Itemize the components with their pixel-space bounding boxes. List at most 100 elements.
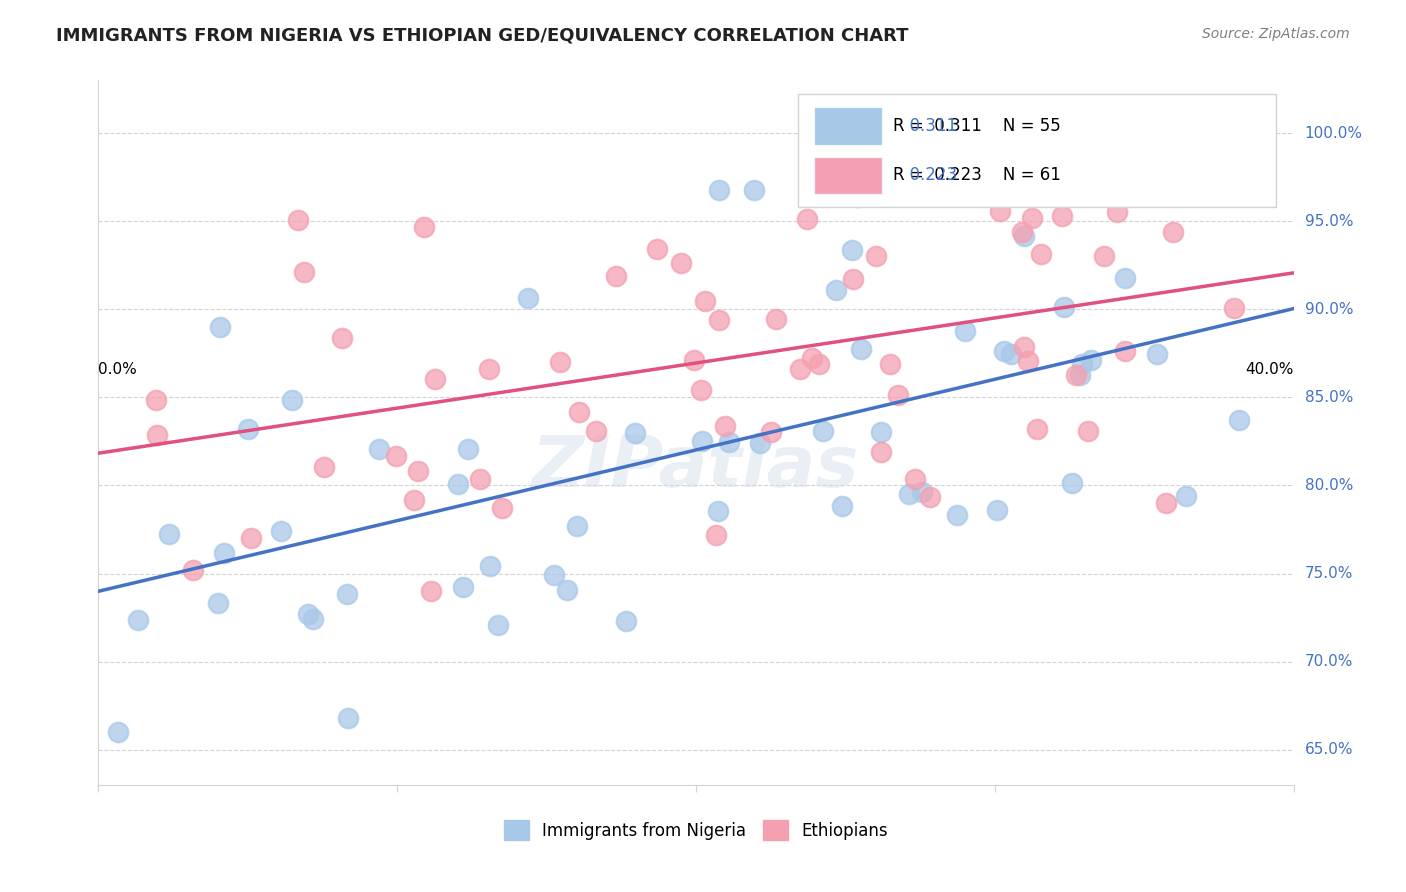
Text: R =  0.311    N = 55: R = 0.311 N = 55 [893,117,1062,135]
Point [585,425,607,439]
Point [297,607,319,622]
Point [486,618,509,632]
Point [1227,413,1250,427]
Point [240,531,263,545]
Point [808,358,831,372]
Point [1053,300,1076,314]
Point [1092,249,1115,263]
Point [993,344,1015,359]
Legend: Immigrants from Nigeria, Ethiopians: Immigrants from Nigeria, Ethiopians [498,814,894,847]
Point [1029,246,1052,260]
Point [846,190,869,204]
Point [690,383,713,397]
Point [1080,352,1102,367]
FancyBboxPatch shape [815,158,882,193]
Point [825,283,848,297]
Point [302,612,325,626]
Point [1146,346,1168,360]
Point [270,524,292,538]
Point [841,244,863,258]
Point [904,472,927,486]
Point [986,503,1008,517]
Point [748,435,770,450]
Point [157,526,180,541]
Point [614,614,637,628]
Point [831,500,853,514]
Point [690,434,713,448]
Point [330,331,353,345]
Text: 65.0%: 65.0% [1305,742,1353,757]
Point [870,425,893,440]
Point [419,584,441,599]
Point [879,358,901,372]
Point [1026,422,1049,436]
Point [1062,476,1084,491]
Point [849,342,872,356]
Point [704,528,727,542]
Point [1105,205,1128,219]
Text: 0.223: 0.223 [900,167,957,185]
Point [1071,357,1094,371]
Point [107,725,129,739]
Point [605,269,627,284]
Point [336,587,359,601]
Point [1021,211,1043,225]
Text: 0.311: 0.311 [900,117,957,135]
Point [1077,424,1099,438]
Point [127,614,149,628]
Point [811,424,834,438]
Point [1012,228,1035,243]
Point [707,503,730,517]
Point [145,393,167,408]
Point [623,426,645,441]
Point [1223,301,1246,316]
Text: 75.0%: 75.0% [1305,566,1353,581]
Text: 70.0%: 70.0% [1305,654,1353,669]
Point [404,492,426,507]
Text: 100.0%: 100.0% [1305,126,1362,141]
Point [742,183,765,197]
Point [1114,271,1136,285]
Point [447,477,470,491]
Point [280,392,302,407]
Point [406,465,429,479]
Point [796,211,818,226]
Point [367,442,389,456]
Text: Source: ZipAtlas.com: Source: ZipAtlas.com [1202,27,1350,41]
Point [693,293,716,308]
Point [969,134,991,148]
Point [314,460,336,475]
Point [870,445,893,459]
Point [707,183,730,197]
Text: 0.0%: 0.0% [98,362,138,377]
Point [568,405,591,419]
Text: 90.0%: 90.0% [1305,301,1353,317]
Point [918,490,941,504]
Point [842,271,865,285]
Point [212,546,235,560]
Point [451,580,474,594]
Point [1017,354,1039,368]
Point [292,265,315,279]
FancyBboxPatch shape [815,109,882,144]
Point [897,487,920,501]
Point [647,242,669,256]
Point [886,388,908,402]
Text: 85.0%: 85.0% [1305,390,1353,405]
Point [555,583,578,598]
Text: R =  0.223    N = 61: R = 0.223 N = 61 [893,167,1062,185]
Point [1114,343,1136,358]
Point [181,563,204,577]
Point [945,508,967,523]
Point [1000,347,1022,361]
Point [1012,341,1035,355]
Point [1161,225,1184,239]
Text: ZIPatlas: ZIPatlas [533,434,859,502]
Point [209,320,232,334]
Point [423,372,446,386]
Point [1185,130,1208,145]
Point [865,249,887,263]
Text: 80.0%: 80.0% [1305,478,1353,493]
Point [565,518,588,533]
Point [765,311,787,326]
